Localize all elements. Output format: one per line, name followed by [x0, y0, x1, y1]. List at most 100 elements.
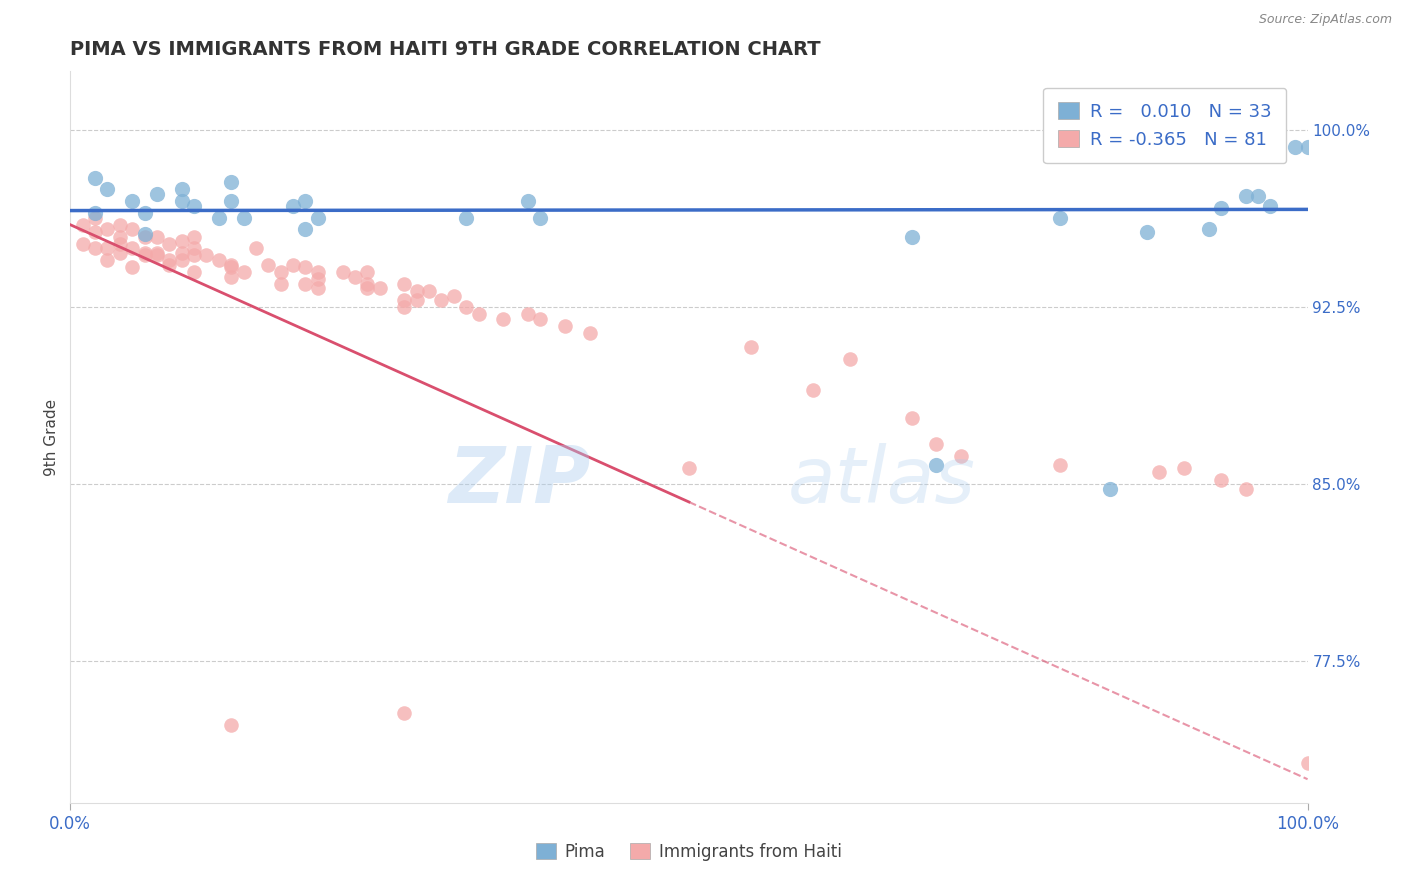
Point	[579, 326, 602, 341]
Point	[208, 211, 231, 225]
Y-axis label: 9th Grade: 9th Grade	[44, 399, 59, 475]
Point	[257, 258, 280, 272]
Point	[1260, 199, 1282, 213]
Point	[950, 449, 973, 463]
Point	[307, 281, 329, 295]
Point	[96, 182, 118, 196]
Point	[219, 175, 242, 189]
Point	[529, 312, 551, 326]
Point	[170, 246, 193, 260]
Point	[281, 199, 304, 213]
Point	[801, 383, 824, 397]
Point	[294, 222, 316, 236]
Point	[108, 246, 131, 260]
Point	[307, 265, 329, 279]
Point	[394, 301, 416, 315]
Point	[1209, 201, 1232, 215]
Point	[1284, 140, 1306, 154]
Point	[208, 253, 231, 268]
Point	[170, 182, 193, 196]
Point	[170, 253, 193, 268]
Point	[925, 458, 948, 473]
Point	[134, 229, 156, 244]
Point	[121, 222, 143, 236]
Point	[394, 277, 416, 291]
Point	[84, 206, 107, 220]
Point	[307, 211, 329, 225]
Point	[84, 241, 107, 255]
Point	[1247, 189, 1270, 203]
Point	[84, 211, 107, 225]
Point	[121, 241, 143, 255]
Text: ZIP: ZIP	[447, 443, 591, 519]
Point	[121, 260, 143, 275]
Point	[1136, 225, 1159, 239]
Point	[356, 281, 378, 295]
Point	[281, 258, 304, 272]
Point	[394, 293, 416, 308]
Point	[72, 218, 94, 232]
Point	[146, 248, 169, 262]
Point	[1296, 756, 1319, 770]
Point	[443, 288, 465, 302]
Point	[405, 293, 427, 308]
Point	[157, 258, 180, 272]
Point	[1234, 189, 1257, 203]
Point	[332, 265, 354, 279]
Point	[1147, 466, 1170, 480]
Point	[554, 319, 576, 334]
Point	[170, 234, 193, 248]
Point	[108, 236, 131, 251]
Point	[270, 277, 292, 291]
Point	[294, 194, 316, 208]
Point	[84, 225, 107, 239]
Point	[245, 241, 267, 255]
Point	[134, 248, 156, 262]
Point	[1049, 211, 1071, 225]
Point	[270, 265, 292, 279]
Point	[183, 248, 205, 262]
Point	[183, 241, 205, 255]
Point	[121, 194, 143, 208]
Point	[740, 340, 762, 354]
Point	[96, 222, 118, 236]
Point	[108, 218, 131, 232]
Point	[900, 411, 922, 425]
Point	[1234, 482, 1257, 496]
Point	[195, 248, 218, 262]
Text: Source: ZipAtlas.com: Source: ZipAtlas.com	[1258, 13, 1392, 27]
Text: atlas: atlas	[787, 443, 976, 519]
Point	[219, 718, 242, 732]
Point	[219, 260, 242, 275]
Point	[307, 272, 329, 286]
Point	[146, 246, 169, 260]
Point	[146, 187, 169, 202]
Point	[219, 269, 242, 284]
Point	[418, 284, 440, 298]
Point	[134, 227, 156, 242]
Point	[232, 265, 254, 279]
Point	[1098, 482, 1121, 496]
Text: PIMA VS IMMIGRANTS FROM HAITI 9TH GRADE CORRELATION CHART: PIMA VS IMMIGRANTS FROM HAITI 9TH GRADE …	[70, 39, 821, 59]
Point	[1296, 140, 1319, 154]
Point	[84, 170, 107, 185]
Point	[232, 211, 254, 225]
Point	[430, 293, 453, 308]
Point	[146, 229, 169, 244]
Point	[183, 199, 205, 213]
Point	[343, 269, 366, 284]
Point	[134, 246, 156, 260]
Point	[517, 307, 540, 321]
Point	[517, 194, 540, 208]
Point	[134, 206, 156, 220]
Point	[96, 241, 118, 255]
Point	[492, 312, 515, 326]
Point	[456, 301, 478, 315]
Point	[219, 194, 242, 208]
Point	[72, 236, 94, 251]
Point	[678, 460, 700, 475]
Legend: Pima, Immigrants from Haiti: Pima, Immigrants from Haiti	[530, 837, 848, 868]
Point	[467, 307, 489, 321]
Point	[356, 277, 378, 291]
Point	[529, 211, 551, 225]
